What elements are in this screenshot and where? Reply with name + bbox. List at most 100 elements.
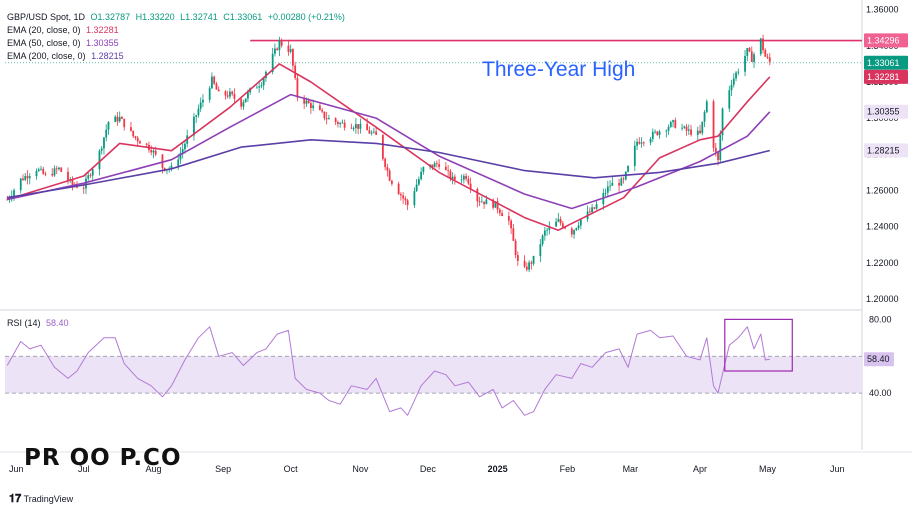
candle-body bbox=[197, 108, 200, 116]
candle-body bbox=[114, 116, 117, 122]
candle-body bbox=[485, 199, 488, 205]
price-tick-label: 1.22000 bbox=[866, 258, 899, 268]
candle-body bbox=[422, 167, 425, 172]
candle-body bbox=[636, 141, 638, 146]
legend-ema50: EMA (50, close, 0) 1.30355 bbox=[7, 38, 119, 48]
candle-body bbox=[325, 118, 328, 120]
candle-body bbox=[184, 143, 186, 150]
candle-body bbox=[278, 40, 281, 50]
candle-body bbox=[202, 99, 204, 103]
candle-body bbox=[438, 164, 441, 167]
candle-body bbox=[13, 190, 15, 196]
time-tick-label: Mar bbox=[623, 464, 639, 474]
candle-body bbox=[388, 170, 391, 181]
candle-body bbox=[449, 170, 452, 179]
ema200-line bbox=[7, 139, 770, 199]
candle-body bbox=[744, 55, 746, 72]
candle-body bbox=[404, 198, 407, 201]
candle-body bbox=[132, 130, 135, 137]
candle-body bbox=[150, 150, 153, 153]
candle-body bbox=[87, 175, 90, 179]
candle-body bbox=[543, 230, 546, 236]
candle-body bbox=[730, 84, 733, 91]
time-tick-label: May bbox=[759, 464, 777, 474]
candle-body bbox=[469, 183, 472, 189]
brand-logo: PR OO P.CO bbox=[24, 445, 182, 471]
candle-body bbox=[683, 126, 686, 128]
candle-body bbox=[319, 105, 321, 111]
candle-body bbox=[67, 171, 69, 181]
candle-body bbox=[321, 110, 324, 112]
three-year-high-annotation: Three-Year High bbox=[482, 58, 636, 81]
ema20-price-badge-bg bbox=[864, 69, 908, 84]
legend-ema20-label: EMA (20, close, 0) bbox=[7, 25, 81, 35]
candle-body bbox=[262, 78, 265, 86]
candle-body bbox=[674, 120, 677, 128]
candle-body bbox=[258, 86, 261, 88]
rsi-tick-label: 80.00 bbox=[869, 314, 892, 324]
candle-body bbox=[105, 129, 108, 138]
candle-body bbox=[712, 101, 715, 148]
candle-body bbox=[672, 120, 674, 123]
candle-body bbox=[359, 123, 362, 129]
candle-body bbox=[546, 229, 548, 231]
candle-body bbox=[696, 130, 699, 135]
candle-body bbox=[107, 121, 110, 130]
candle-body bbox=[211, 76, 213, 89]
candle-body bbox=[766, 56, 769, 58]
legend-ema200: EMA (200, close, 0) 1.28215 bbox=[7, 51, 124, 61]
candle-body bbox=[58, 167, 60, 170]
candle-body bbox=[244, 98, 247, 103]
candle-body bbox=[199, 102, 202, 109]
candle-body bbox=[170, 165, 173, 169]
candle-body bbox=[618, 182, 620, 186]
candle-body bbox=[593, 207, 596, 209]
candle-body bbox=[611, 182, 614, 186]
candle-body bbox=[609, 185, 611, 187]
candle-body bbox=[721, 108, 724, 136]
candle-body bbox=[276, 48, 279, 50]
candle-body bbox=[654, 131, 656, 133]
candle-body bbox=[242, 102, 245, 107]
candle-body bbox=[287, 45, 290, 52]
candle-body bbox=[44, 173, 47, 175]
candle-body bbox=[121, 116, 123, 119]
legend-ema20-value: 1.32281 bbox=[86, 25, 119, 35]
price-tick-label: 1.20000 bbox=[866, 294, 899, 304]
time-tick-label: Aug bbox=[145, 464, 161, 474]
candle-body bbox=[42, 168, 45, 174]
candle-body bbox=[357, 124, 360, 129]
candle-body bbox=[435, 163, 438, 165]
candle-body bbox=[746, 48, 749, 56]
candle-body bbox=[161, 154, 164, 168]
candle-body bbox=[591, 207, 593, 213]
candle-body bbox=[665, 130, 668, 132]
candle-body bbox=[22, 178, 24, 180]
candle-body bbox=[334, 118, 337, 123]
candle-body bbox=[213, 76, 216, 84]
candle-body bbox=[498, 209, 501, 214]
candle-body bbox=[368, 130, 371, 134]
candle-body bbox=[728, 90, 731, 109]
candle-body bbox=[460, 179, 463, 181]
candle-body bbox=[215, 83, 218, 90]
candle-body bbox=[595, 204, 598, 209]
candle-body bbox=[575, 228, 578, 231]
candle-body bbox=[98, 150, 101, 170]
candle-body bbox=[271, 53, 274, 72]
candle-body bbox=[570, 228, 573, 235]
candle-body bbox=[719, 135, 722, 161]
candle-body bbox=[289, 49, 292, 52]
candle-body bbox=[496, 201, 499, 210]
candle-body bbox=[397, 183, 400, 195]
time-tick-label: Jul bbox=[78, 464, 90, 474]
candle-body bbox=[6, 199, 9, 201]
candle-body bbox=[195, 115, 198, 117]
candle-body bbox=[154, 150, 157, 155]
candle-body bbox=[762, 38, 764, 51]
candle-body bbox=[494, 201, 497, 208]
rsi-line bbox=[6, 326, 770, 416]
candle-body bbox=[510, 220, 513, 229]
candle-body bbox=[705, 101, 708, 113]
